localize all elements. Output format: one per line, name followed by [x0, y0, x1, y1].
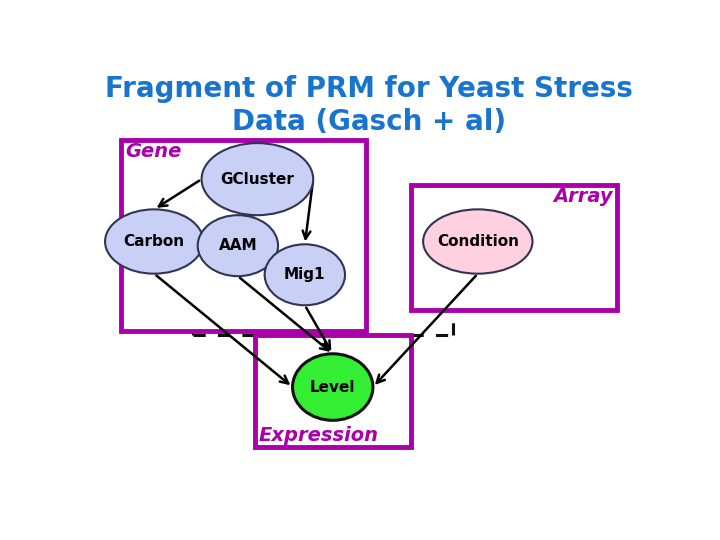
Text: AAM: AAM	[219, 238, 257, 253]
Text: Condition: Condition	[437, 234, 519, 249]
Text: Fragment of PRM for Yeast Stress
Data (Gasch + al): Fragment of PRM for Yeast Stress Data (G…	[105, 75, 633, 136]
Text: GCluster: GCluster	[220, 172, 294, 187]
Ellipse shape	[198, 215, 278, 276]
Text: Array: Array	[553, 187, 613, 206]
Text: Mig1: Mig1	[284, 267, 325, 282]
FancyBboxPatch shape	[255, 335, 411, 447]
Ellipse shape	[202, 143, 313, 215]
Ellipse shape	[292, 354, 373, 420]
Text: Level: Level	[310, 380, 356, 395]
Text: Expression: Expression	[259, 426, 379, 445]
Ellipse shape	[265, 244, 345, 305]
Ellipse shape	[105, 210, 203, 274]
Ellipse shape	[423, 210, 533, 274]
Text: Carbon: Carbon	[124, 234, 185, 249]
Text: Gene: Gene	[125, 141, 181, 161]
FancyBboxPatch shape	[411, 185, 617, 310]
FancyBboxPatch shape	[121, 140, 366, 331]
